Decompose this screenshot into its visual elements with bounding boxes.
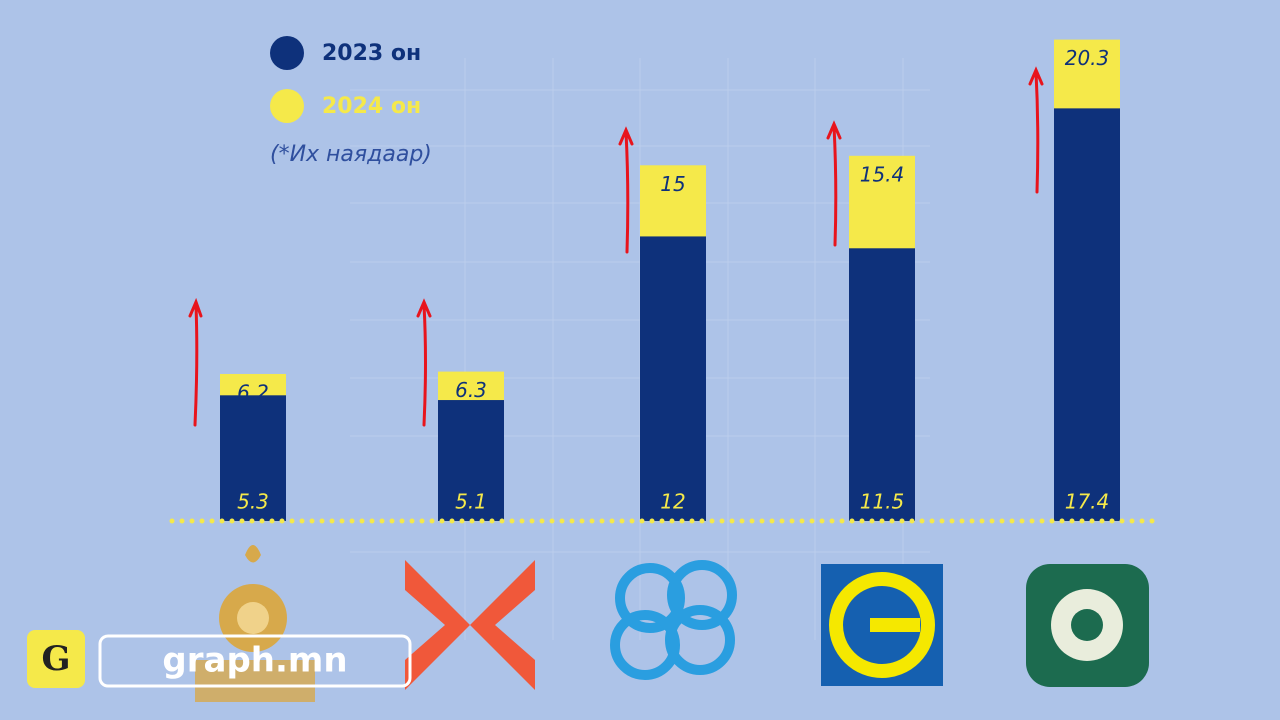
value-label: 17.4	[1065, 490, 1110, 514]
value-label: 11.5	[860, 490, 905, 514]
value-label: 6.2	[237, 380, 269, 404]
watermark: G graph.mn	[27, 630, 412, 688]
bars: 6.2 6.3 15 15.4 20.3 5.3 5.1 12 11.5 17.4	[220, 39, 1120, 522]
bar	[1054, 108, 1120, 521]
watermark-logo: G	[41, 639, 70, 679]
bar	[438, 400, 504, 521]
bar	[220, 395, 286, 521]
logo-xac	[405, 560, 535, 690]
watermark-text: graph.mn	[162, 641, 347, 681]
value-label: 5.3	[237, 490, 269, 514]
logo-state	[1026, 564, 1149, 687]
logo-tdb	[610, 560, 737, 680]
logo-golomt	[821, 564, 943, 686]
arrows	[188, 66, 1044, 427]
value-label: 15	[660, 172, 685, 196]
legend-label: 2023 он	[322, 41, 421, 66]
legend: 2023 он 2024 он	[270, 36, 421, 123]
logos	[195, 545, 1149, 702]
bar	[849, 248, 915, 522]
legend-label: 2024 он	[322, 94, 421, 119]
value-label: 20.3	[1065, 46, 1110, 70]
legend-marker	[270, 89, 304, 123]
value-label: 6.3	[455, 378, 487, 402]
note: (*Их наядаар)	[270, 142, 432, 167]
bar	[640, 236, 706, 521]
value-label: 5.1	[455, 490, 487, 514]
legend-marker	[270, 36, 304, 70]
value-label: 15.4	[860, 162, 905, 186]
value-label: 12	[660, 490, 685, 514]
